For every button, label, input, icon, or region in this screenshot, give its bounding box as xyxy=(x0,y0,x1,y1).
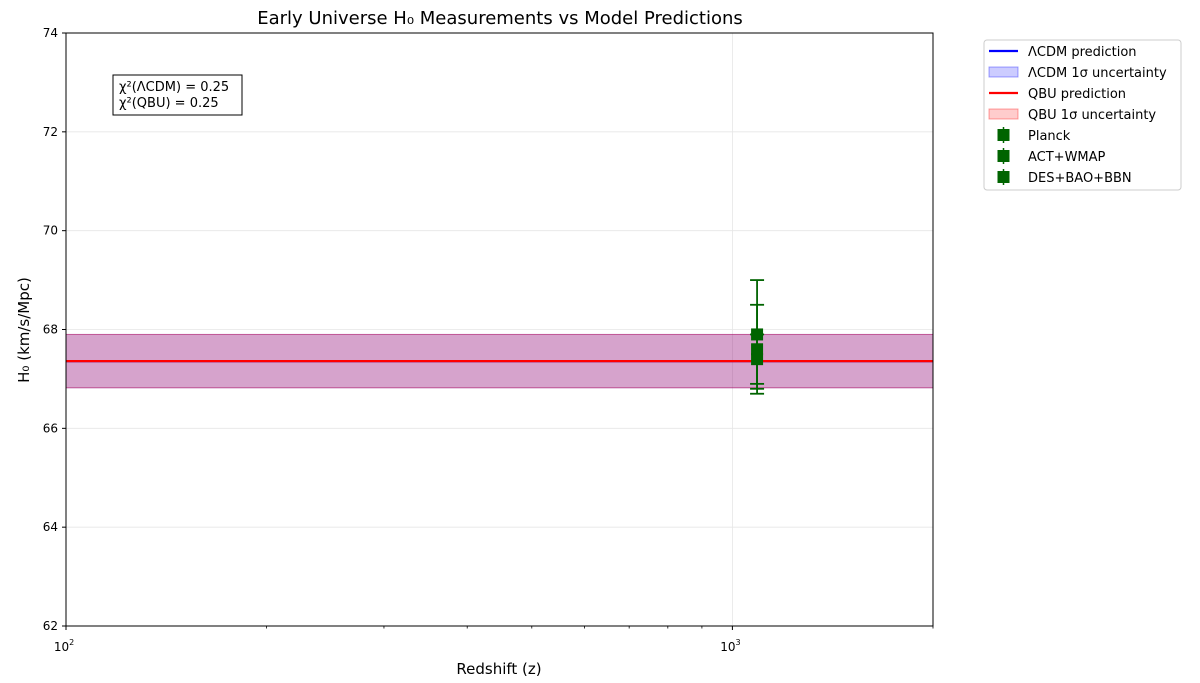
annotation-line: χ²(QBU) = 0.25 xyxy=(119,96,219,111)
legend-label: ACT+WMAP xyxy=(1028,150,1106,165)
x-tick-label: 103 xyxy=(720,638,740,654)
y-tick-label: 66 xyxy=(43,421,58,435)
x-tick-label: 102 xyxy=(54,638,74,654)
y-tick-label: 62 xyxy=(43,619,58,633)
chi-square-annotation: χ²(ΛCDM) = 0.25 χ²(QBU) = 0.25 xyxy=(112,74,243,116)
annotation-line: χ²(ΛCDM) = 0.25 xyxy=(119,80,229,95)
legend-label: ΛCDM prediction xyxy=(1028,45,1137,60)
chart-title: Early Universe H₀ Measurements vs Model … xyxy=(257,8,743,29)
y-tick-label: 74 xyxy=(43,26,58,40)
legend-label: DES+BAO+BBN xyxy=(1028,171,1132,186)
x-axis-label: Redshift (z) xyxy=(456,660,541,678)
legend-marker-swatch xyxy=(997,171,1010,183)
y-tick-label: 72 xyxy=(43,125,58,139)
y-axis-ticks: 62 64 66 68 70 72 74 xyxy=(43,26,66,633)
legend-label: Planck xyxy=(1028,129,1071,144)
legend-label: ΛCDM 1σ uncertainty xyxy=(1028,66,1167,81)
legend-band-swatch xyxy=(988,108,1019,120)
grid-lines xyxy=(66,33,933,626)
legend: ΛCDM prediction ΛCDM 1σ uncertainty QBU pr… xyxy=(983,39,1182,191)
legend-label: QBU 1σ uncertainty xyxy=(1028,108,1156,123)
legend-marker-swatch xyxy=(997,129,1010,141)
measurement-points xyxy=(750,279,765,395)
data-point xyxy=(751,353,764,366)
legend-label: QBU prediction xyxy=(1028,87,1126,102)
x-axis-ticks: 102 103 xyxy=(54,626,934,654)
annotation-box xyxy=(112,74,243,116)
legend-box xyxy=(983,39,1182,191)
data-point xyxy=(751,328,764,341)
y-tick-label: 68 xyxy=(43,323,58,337)
y-axis-label: H₀ (km/s/Mpc) xyxy=(15,277,33,383)
legend-band-swatch xyxy=(988,66,1019,78)
y-tick-label: 64 xyxy=(43,520,58,534)
legend-marker-swatch xyxy=(997,150,1010,162)
data-point xyxy=(751,343,764,356)
y-tick-label: 70 xyxy=(43,224,58,238)
